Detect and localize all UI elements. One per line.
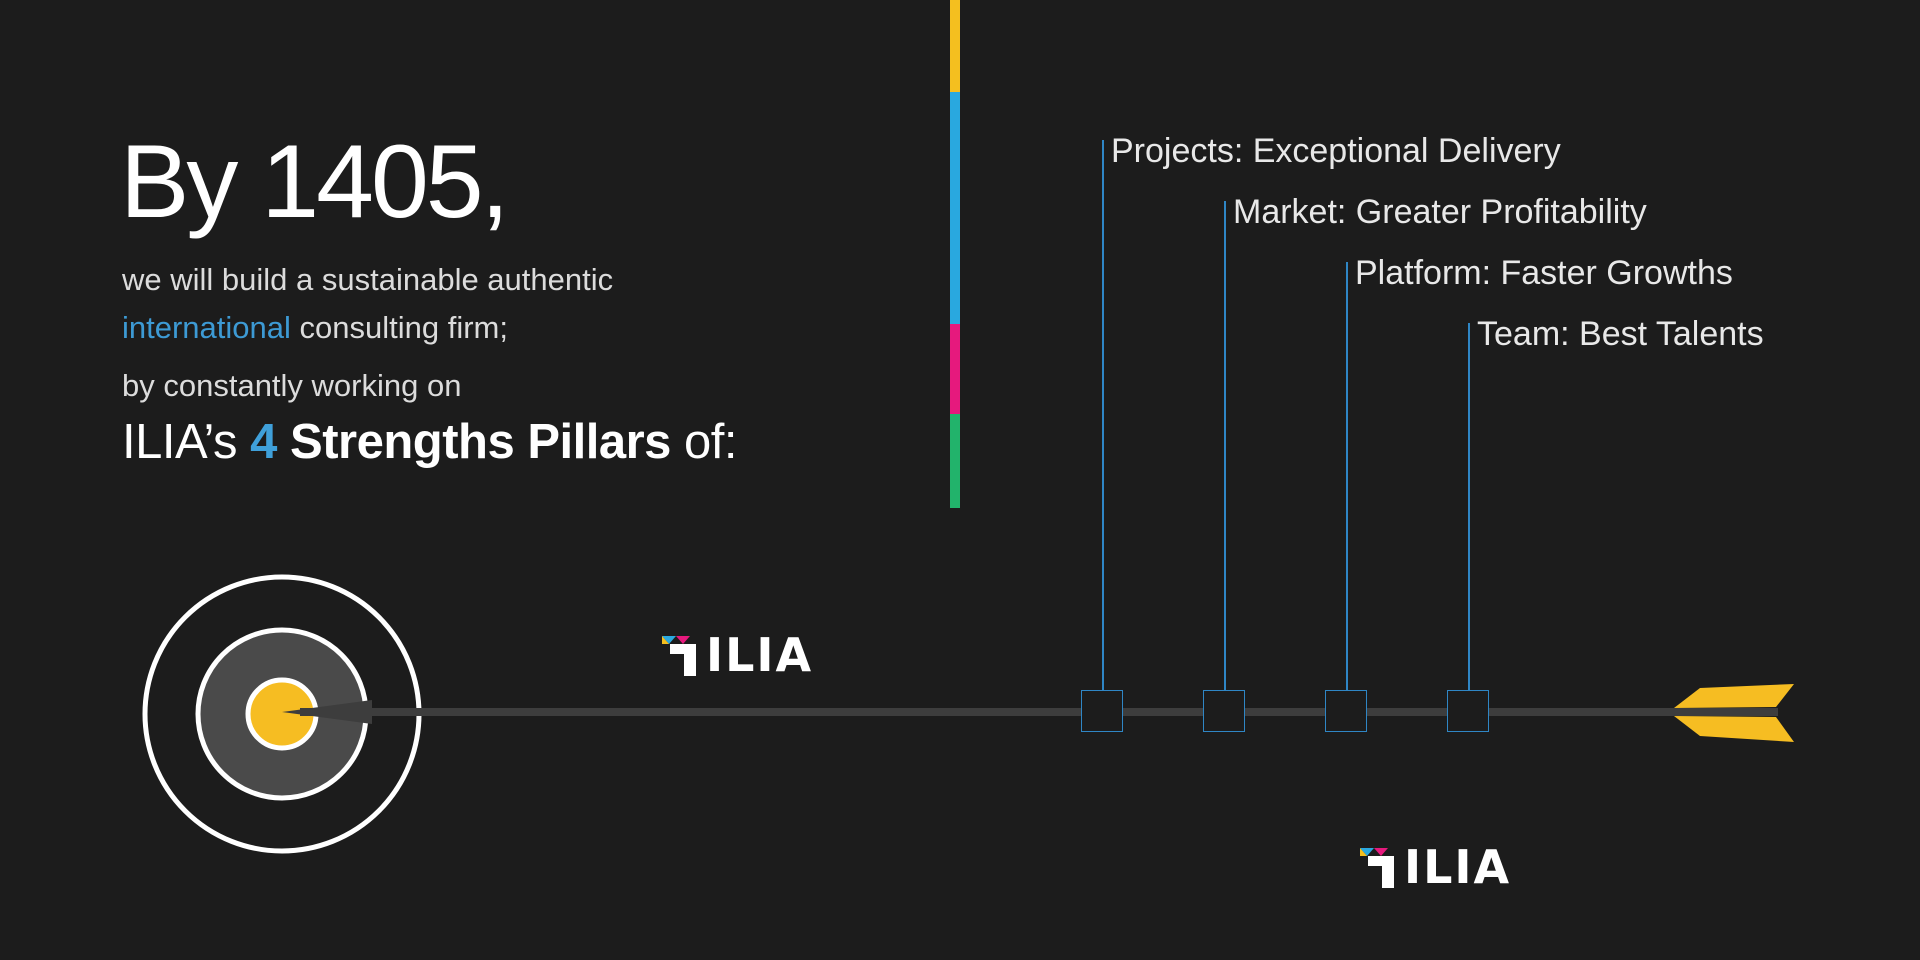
color-bar-yellow [950, 0, 960, 92]
pillar-label: Platform: Faster Growths [1355, 254, 1733, 292]
ilia-logo-mark-icon [1360, 848, 1394, 888]
ilia-logo-2: ILIA [1360, 840, 1511, 894]
color-bar-green [950, 414, 960, 508]
pillar-label: Projects: Exceptional Delivery [1111, 132, 1561, 170]
pillar-connector-line [1224, 201, 1226, 690]
ilia-logo-mark-icon [662, 636, 696, 676]
pillar-marker-box [1081, 690, 1123, 732]
ilia-logo-1: ILIA [662, 628, 813, 682]
pillar-label: Team: Best Talents [1477, 315, 1764, 353]
pillar-label: Market: Greater Profitability [1233, 193, 1647, 231]
statement-line-2: international consulting firm; [122, 310, 508, 346]
pillar-connector-line [1346, 262, 1348, 690]
pillars-number: 4 [250, 415, 277, 469]
color-bar-blue [950, 92, 960, 324]
arrow-head-icon [282, 700, 372, 724]
international-highlight: international [122, 310, 291, 345]
pillar-connector-line [1102, 140, 1104, 690]
ilia-logo-text: ILIA [706, 628, 814, 682]
pillars-prefix: ILIA’s [122, 415, 251, 469]
color-bar [950, 0, 960, 508]
statement-line-2-rest: consulting firm; [290, 310, 508, 345]
arrow-fletching-icon [1674, 684, 1794, 742]
headline: By 1405, [120, 124, 510, 240]
pillar-marker-box [1325, 690, 1367, 732]
statement-line-3: by constantly working on [122, 368, 462, 403]
statement-line-1: we will build a sustainable authentic [122, 262, 614, 297]
color-bar-magenta [950, 324, 960, 414]
pillars-suffix: of: [670, 415, 738, 469]
pillars-bold: Strengths Pillars [276, 415, 671, 469]
pillar-marker-box [1203, 690, 1245, 732]
pillars-heading: ILIA’s 4 Strengths Pillars of: [122, 414, 738, 470]
pillar-connector-line [1468, 323, 1470, 690]
pillar-marker-box [1447, 690, 1489, 732]
ilia-logo-text: ILIA [1404, 840, 1512, 894]
